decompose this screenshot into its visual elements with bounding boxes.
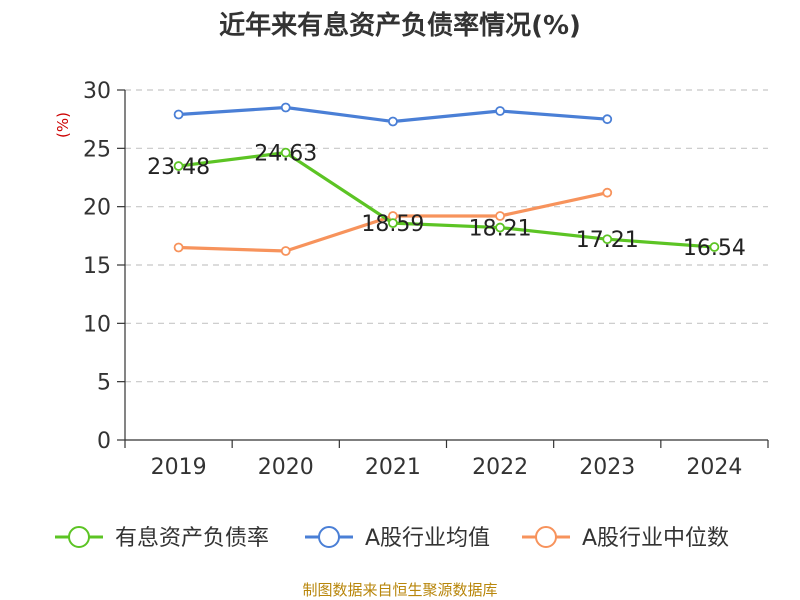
legend-label: A股行业均值 (365, 526, 490, 551)
data-point (173, 242, 184, 253)
chart-title: 近年来有息资产负债率情况(%) (219, 10, 581, 41)
legend-marker (68, 526, 90, 548)
axes: 0 5 10 15 20 25 30 2019 2020 2021 2022 2023 2024 (83, 79, 769, 480)
y-tick-label: 20 (83, 196, 111, 221)
data-point (388, 116, 398, 127)
data-point (602, 187, 613, 198)
legend-label: 有息资产负债率 (115, 526, 269, 551)
data-point (709, 242, 720, 252)
legend[interactable]: 有息资产负债率 A股行业均值 A股行业中位数 (55, 526, 729, 551)
data-label: 16.54 (683, 236, 746, 261)
data-point (495, 222, 505, 233)
data-point (388, 218, 398, 229)
grid-lines (125, 89, 768, 383)
x-tick-label: 2019 (151, 455, 207, 480)
x-tick-label: 2020 (258, 455, 314, 480)
x-tick-label: 2024 (686, 455, 742, 480)
series-layer (173, 102, 720, 256)
x-tick-label: 2022 (472, 455, 528, 480)
legend-marker (535, 526, 557, 548)
y-tick-label: 10 (83, 312, 111, 337)
data-point (173, 109, 184, 120)
data-point (495, 106, 505, 116)
legend-label: A股行业中位数 (582, 526, 729, 551)
data-point (280, 147, 291, 158)
data-labels: 23.48 24.63 18.59 18.21 17.21 16.54 (147, 142, 746, 261)
data-label: 17.21 (576, 228, 639, 253)
data-point (495, 211, 505, 221)
legend-item[interactable]: A股行业均值 (305, 526, 490, 551)
y-tick-label: 30 (83, 79, 111, 104)
y-tick-label: 15 (83, 254, 111, 279)
y-tick-label: 0 (97, 429, 111, 454)
series-line (178, 151, 715, 249)
legend-marker (318, 526, 340, 548)
data-label: 18.59 (361, 212, 424, 237)
legend-item[interactable]: 有息资产负债率 (55, 526, 269, 551)
data-point (602, 234, 613, 245)
data-point (602, 114, 613, 125)
data-label: 23.48 (147, 155, 210, 180)
x-tick-label: 2023 (579, 455, 635, 480)
y-axis-unit: (%) (54, 112, 72, 138)
data-point (280, 246, 291, 256)
data-label: 18.21 (469, 217, 532, 242)
x-tick-label: 2021 (365, 455, 421, 480)
data-label: 24.63 (254, 142, 317, 167)
y-tick-label: 25 (83, 137, 111, 162)
data-point (280, 102, 291, 113)
source-note: 制图数据来自恒生聚源数据库 (302, 581, 497, 599)
legend-item[interactable]: A股行业中位数 (522, 526, 729, 551)
data-point (173, 161, 184, 171)
y-tick-label: 5 (97, 371, 111, 396)
